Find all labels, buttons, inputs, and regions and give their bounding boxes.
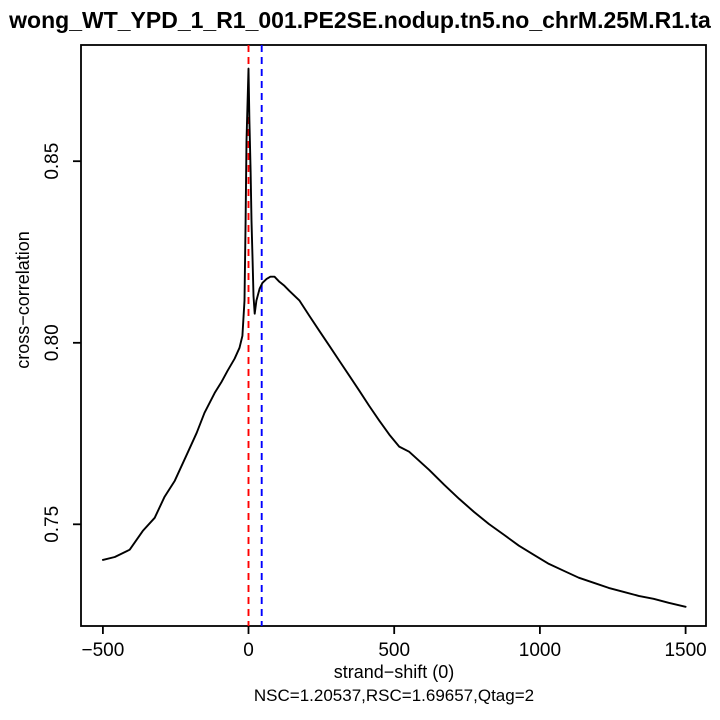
x-axis-ticks: −500 0 500 1000 1500 <box>82 626 707 661</box>
y-tick-label: 0.85 <box>42 143 63 180</box>
y-tick-label: 0.80 <box>42 324 63 361</box>
page-title: wong_WT_YPD_1_R1_001.PE2SE.nodup.tn5.no_… <box>9 7 711 33</box>
chart-subtitle-nsc-rsc-qtag: NSC=1.20537,RSC=1.69657,Qtag=2 <box>254 686 534 705</box>
x-axis-label: strand−shift (0) <box>334 662 455 682</box>
y-axis-ticks: 0.75 0.80 0.85 <box>42 143 81 543</box>
x-tick-label: 0 <box>243 640 254 661</box>
marker-lines-group <box>247 45 263 626</box>
x-tick-label: 1500 <box>664 640 706 661</box>
cc-curve <box>101 67 687 608</box>
x-tick-label: 1000 <box>519 640 561 661</box>
y-tick-label: 0.75 <box>42 506 63 543</box>
x-tick-label: −500 <box>82 640 125 661</box>
x-tick-label: 500 <box>378 640 410 661</box>
plot-box <box>80 44 707 627</box>
y-axis-label: cross−correlation <box>13 231 33 369</box>
